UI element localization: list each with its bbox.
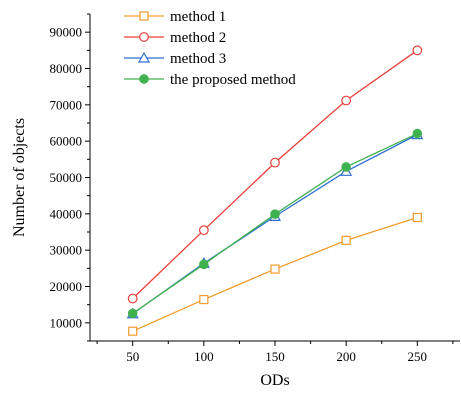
data-point — [412, 128, 423, 139]
series-2 — [127, 45, 423, 304]
data-point — [128, 326, 138, 336]
legend-label: method 2 — [170, 30, 226, 46]
axes: 50 100 150 200 250 10000 20000 30000 40000 50000 6… — [50, 13, 460, 364]
data-point — [127, 308, 138, 319]
series-layer — [126, 45, 424, 336]
y-tick-label: 90000 — [50, 25, 83, 40]
x-tick-label: 250 — [408, 349, 428, 364]
legend-item: method 2 — [124, 30, 226, 46]
legend-marker — [139, 32, 149, 42]
data-point — [270, 209, 280, 219]
y-tick-label: 70000 — [50, 97, 83, 112]
data-point — [270, 264, 280, 274]
data-point — [199, 259, 209, 270]
data-point — [198, 225, 209, 236]
data-point — [199, 294, 209, 305]
data-point — [127, 293, 138, 304]
series-4 — [127, 128, 423, 319]
y-axis-label: Number of objects — [11, 118, 28, 237]
x-tick-label: 200 — [336, 349, 356, 364]
data-point — [341, 95, 352, 106]
legend-marker — [139, 74, 149, 84]
legend-marker — [139, 11, 149, 21]
legend: method 1 method 2 method 3 the proposed met… — [124, 9, 296, 88]
y-tick-label: 50000 — [50, 170, 83, 185]
legend-item: method 3 — [124, 51, 226, 67]
x-tick-label: 50 — [126, 349, 139, 364]
series-1 — [128, 212, 422, 336]
y-tick-label: 60000 — [50, 134, 83, 149]
legend-item: the proposed method — [124, 72, 296, 88]
legend-label: method 1 — [170, 9, 226, 25]
series-line — [132, 216, 418, 332]
x-tick-label: 100 — [194, 349, 214, 364]
y-tick-label: 10000 — [50, 315, 83, 330]
x-tick-label: 150 — [265, 349, 285, 364]
data-point — [412, 45, 423, 56]
legend-item: method 1 — [124, 9, 226, 25]
x-axis-label: ODs — [260, 372, 289, 389]
y-tick-label: 80000 — [50, 61, 83, 76]
legend-label: the proposed method — [170, 72, 296, 88]
data-point — [341, 162, 351, 172]
y-tick-label: 30000 — [50, 243, 83, 258]
legend-label: method 3 — [170, 51, 226, 67]
data-point — [341, 235, 351, 245]
legend-marker — [137, 51, 151, 63]
data-point — [270, 157, 280, 168]
y-tick-label: 40000 — [50, 206, 83, 221]
data-point — [412, 212, 422, 223]
y-tick-label: 20000 — [50, 279, 83, 294]
